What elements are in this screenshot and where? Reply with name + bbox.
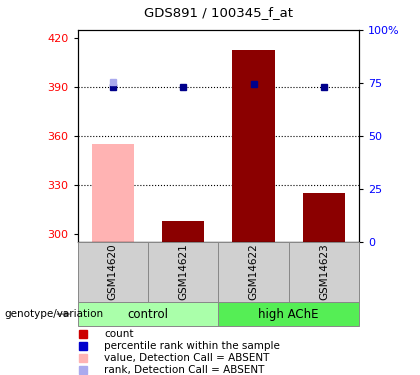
Bar xyxy=(78,242,148,302)
Bar xyxy=(218,242,289,302)
Text: GSM14622: GSM14622 xyxy=(249,243,259,300)
Text: genotype/variation: genotype/variation xyxy=(4,309,103,319)
Bar xyxy=(289,242,359,302)
Text: percentile rank within the sample: percentile rank within the sample xyxy=(105,341,280,351)
Text: GSM14621: GSM14621 xyxy=(178,243,188,300)
Bar xyxy=(303,193,345,242)
Text: count: count xyxy=(105,329,134,339)
Bar xyxy=(148,242,218,302)
Text: control: control xyxy=(128,308,168,321)
Text: rank, Detection Call = ABSENT: rank, Detection Call = ABSENT xyxy=(105,365,265,375)
Bar xyxy=(92,144,134,242)
Text: GSM14623: GSM14623 xyxy=(319,243,329,300)
Bar xyxy=(218,302,359,326)
Text: high AChE: high AChE xyxy=(258,308,319,321)
Text: value, Detection Call = ABSENT: value, Detection Call = ABSENT xyxy=(105,353,270,363)
Bar xyxy=(78,302,218,326)
Bar xyxy=(233,50,275,242)
Bar xyxy=(162,220,205,242)
Text: GSM14620: GSM14620 xyxy=(108,244,118,300)
Text: GDS891 / 100345_f_at: GDS891 / 100345_f_at xyxy=(144,6,293,19)
